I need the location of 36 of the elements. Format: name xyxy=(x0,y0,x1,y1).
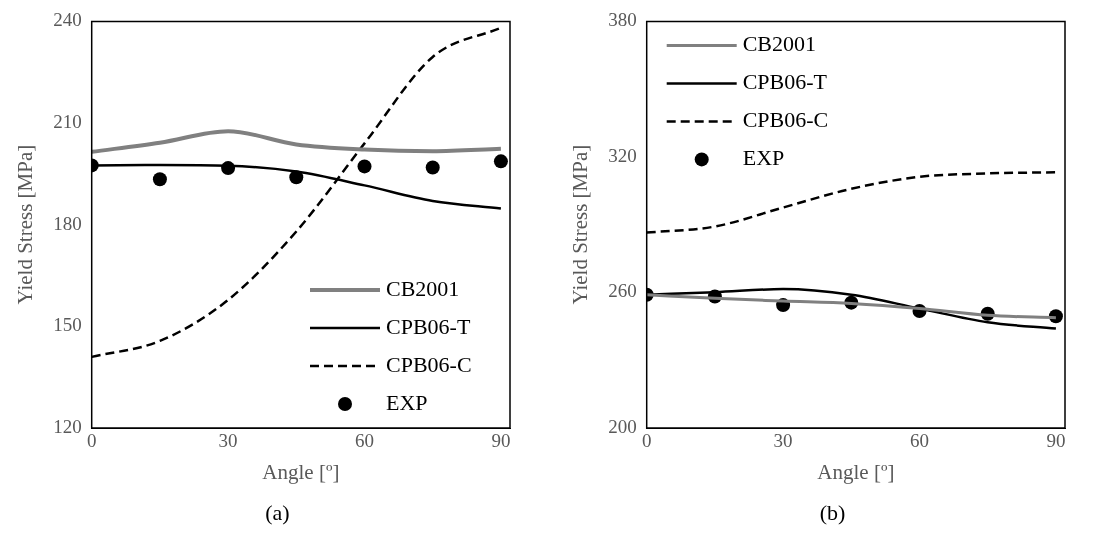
y-tick-label: 260 xyxy=(608,280,637,302)
point xyxy=(152,172,167,187)
point xyxy=(493,154,508,169)
y-tick-label: 210 xyxy=(53,111,82,133)
x-tick-label: 60 xyxy=(910,430,929,452)
x-axis-title: Angle [º] xyxy=(262,459,340,484)
text: (b) xyxy=(818,500,847,526)
legend-label: CB2001 xyxy=(742,31,817,57)
x-tick-label: 30 xyxy=(773,430,793,452)
x-tick-label: 60 xyxy=(355,430,374,452)
point xyxy=(357,159,372,174)
legend-label: EXP xyxy=(742,145,785,171)
point xyxy=(425,160,440,175)
y-tick-label: 380 xyxy=(608,9,637,31)
x-tick-label: 90 xyxy=(1046,430,1066,452)
x-tick-label: 0 xyxy=(86,430,97,452)
x-tick-label: 90 xyxy=(491,430,511,452)
y-tick-label: 240 xyxy=(53,9,82,31)
text: (a) xyxy=(264,500,291,526)
y-axis-title: Yield Stress [MPa] xyxy=(568,144,593,305)
y-tick-label: 120 xyxy=(53,415,82,437)
y-axis-title: Yield Stress [MPa] xyxy=(13,144,38,305)
legend-label: CPB06-C xyxy=(386,351,472,377)
legend-label: CB2001 xyxy=(386,275,460,301)
x-tick-label: 0 xyxy=(641,430,652,452)
y-tick-label: 320 xyxy=(608,144,637,166)
legend-label: EXP xyxy=(386,389,428,415)
y-tick-label: 200 xyxy=(608,415,637,437)
y-tick-label: 180 xyxy=(53,212,82,234)
x-tick-label: 30 xyxy=(218,430,238,452)
x-axis-title: Angle [º] xyxy=(817,459,895,484)
legend-label: CPB06-T xyxy=(386,313,471,339)
legend-label: CPB06-T xyxy=(742,69,828,95)
legend-label: CPB06-C xyxy=(742,107,829,133)
line-series xyxy=(91,129,503,154)
y-tick-label: 150 xyxy=(53,314,82,336)
